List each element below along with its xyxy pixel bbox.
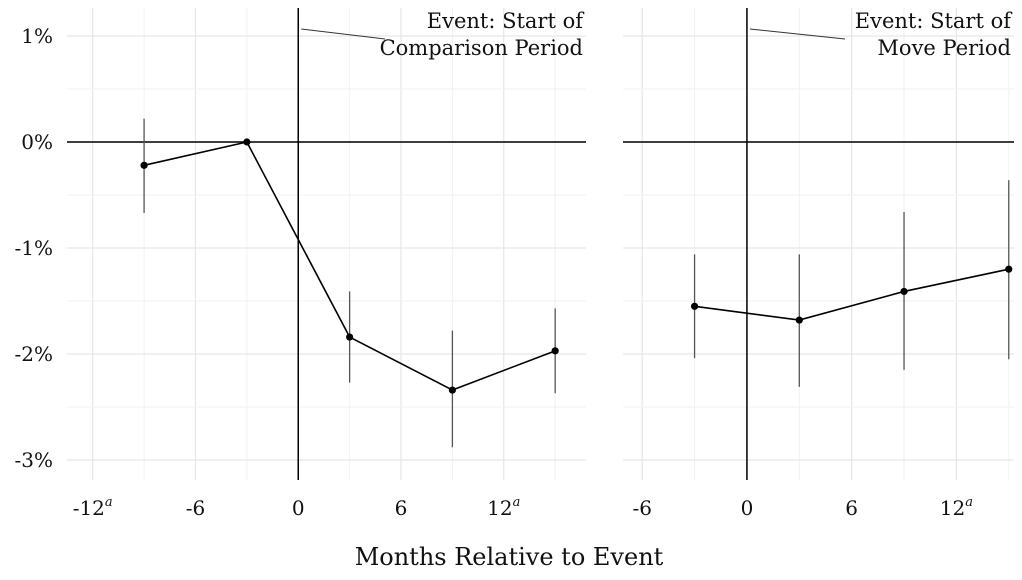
data-point: [551, 347, 559, 355]
event-annotation-line: Move Period: [877, 36, 1011, 60]
axes-layer: [67, 8, 1014, 480]
data-point: [795, 316, 803, 324]
x-tick-footnote-mark: a: [513, 495, 521, 510]
grid-layer: [67, 8, 1014, 480]
data-point: [346, 333, 354, 341]
data-point: [690, 302, 699, 310]
y-tick-label: -2%: [15, 342, 54, 366]
x-tick-label: -6: [632, 496, 651, 520]
data-point: [243, 138, 251, 146]
annotation-leader-line: [749, 28, 846, 40]
x-tick-label: 12a: [940, 495, 973, 520]
x-tick-label: -12a: [73, 495, 113, 520]
event-annotation-line: Comparison Period: [380, 36, 583, 60]
x-tick-label: 0: [292, 496, 305, 520]
y-tick-label: -1%: [15, 236, 54, 260]
x-tick-label: 12a: [487, 495, 520, 520]
x-tick-footnote-mark: a: [965, 495, 973, 510]
event-annotation-line: Event: Start of: [427, 9, 585, 33]
x-tick-label: 0: [741, 496, 754, 520]
data-point: [448, 386, 456, 394]
data-point: [900, 287, 908, 296]
series-line: [694, 268, 1009, 321]
data-point: [140, 161, 148, 169]
y-tick-label: 1%: [21, 24, 53, 48]
data-point: [1005, 265, 1013, 273]
x-tick-label: -6: [186, 496, 205, 520]
text-layer: -12a -6 0 6 12a Event: Start of Comparison Per…: [15, 9, 1014, 520]
event-annotation-line: Event: Start of: [855, 9, 1013, 33]
y-tick-label: -3%: [15, 448, 54, 472]
data-layer: [140, 118, 1013, 448]
annotation-leader-line: [301, 28, 386, 40]
x-tick-footnote-mark: a: [105, 495, 113, 510]
x-tick-label: 6: [395, 496, 408, 520]
y-tick-label: 0%: [21, 130, 53, 154]
x-axis-title: Months Relative to Event: [355, 543, 664, 571]
x-tick-label: 6: [845, 496, 858, 520]
